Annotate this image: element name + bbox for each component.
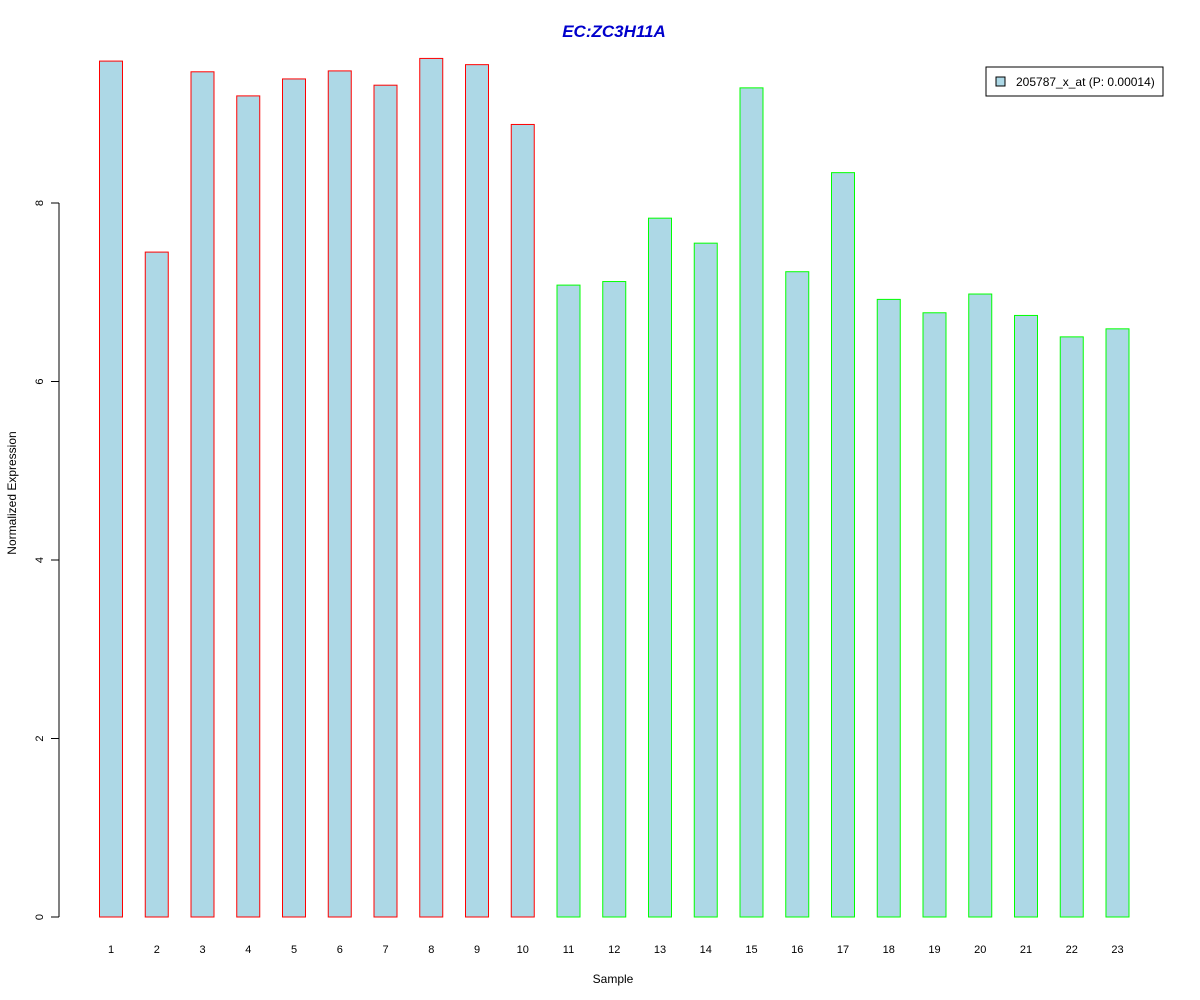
x-tick-label: 10 bbox=[517, 944, 529, 956]
x-tick-label: 20 bbox=[974, 944, 986, 956]
bar bbox=[144, 251, 169, 918]
bar bbox=[785, 271, 810, 918]
x-axis-ticks: 1 2 3 4 5 6 7 8 9 10 11 12 13 14 15 16 17 18 19 20 21 22 23 bbox=[108, 944, 1124, 956]
bar bbox=[1105, 328, 1130, 918]
y-tick-label: 0 bbox=[34, 914, 46, 920]
bar bbox=[510, 123, 535, 918]
bar bbox=[465, 64, 489, 918]
x-tick-label: 1 bbox=[108, 944, 114, 956]
legend: 205787_x_at (P: 0.00014) bbox=[985, 66, 1164, 97]
x-tick-label: 9 bbox=[474, 944, 480, 956]
x-tick-label: 23 bbox=[1111, 944, 1123, 956]
bar bbox=[831, 172, 855, 918]
x-tick-label: 3 bbox=[199, 944, 205, 956]
bar bbox=[419, 57, 444, 918]
chart-title: EC:ZC3H11A bbox=[562, 22, 666, 41]
legend-label: 205787_x_at (P: 0.00014) bbox=[1016, 75, 1155, 89]
x-tick-label: 11 bbox=[563, 944, 574, 956]
x-tick-label: 6 bbox=[337, 944, 343, 956]
y-tick-label: 2 bbox=[34, 735, 46, 741]
x-tick-label: 5 bbox=[291, 944, 297, 956]
bar bbox=[648, 217, 672, 918]
bar bbox=[236, 95, 261, 918]
bar bbox=[327, 70, 352, 918]
bar bbox=[739, 87, 764, 918]
bar bbox=[556, 284, 581, 918]
x-tick-label: 14 bbox=[700, 944, 712, 956]
x-tick-label: 21 bbox=[1020, 944, 1032, 956]
x-tick-label: 16 bbox=[791, 944, 803, 956]
x-tick-label: 22 bbox=[1066, 944, 1078, 956]
x-tick-label: 17 bbox=[837, 944, 849, 956]
bar bbox=[922, 312, 947, 918]
y-axis: 0 2 4 6 8 bbox=[34, 200, 60, 920]
x-tick-label: 13 bbox=[654, 944, 666, 956]
bar bbox=[968, 293, 993, 918]
bar bbox=[1059, 336, 1084, 918]
x-axis-label: Sample bbox=[593, 972, 634, 986]
y-tick-label: 8 bbox=[34, 200, 46, 206]
bars bbox=[99, 57, 1130, 918]
x-tick-label: 2 bbox=[154, 944, 160, 956]
x-tick-label: 12 bbox=[608, 944, 620, 956]
y-tick-label: 6 bbox=[34, 378, 46, 384]
y-axis-label: Normalized Expression bbox=[5, 431, 19, 554]
y-tick-label: 4 bbox=[34, 557, 46, 563]
bar bbox=[373, 84, 398, 918]
bar bbox=[693, 242, 718, 918]
x-tick-label: 15 bbox=[745, 944, 757, 956]
bar bbox=[190, 71, 215, 918]
x-tick-label: 7 bbox=[382, 944, 388, 956]
legend-box bbox=[985, 66, 1164, 97]
x-tick-label: 4 bbox=[245, 944, 251, 956]
bar bbox=[602, 281, 627, 918]
x-tick-label: 8 bbox=[428, 944, 434, 956]
bar bbox=[876, 298, 901, 918]
x-tick-label: 18 bbox=[883, 944, 895, 956]
x-tick-label: 19 bbox=[928, 944, 940, 956]
legend-swatch bbox=[995, 76, 1006, 87]
bar bbox=[1014, 314, 1038, 918]
bar bbox=[282, 78, 306, 918]
bar bbox=[99, 60, 123, 918]
